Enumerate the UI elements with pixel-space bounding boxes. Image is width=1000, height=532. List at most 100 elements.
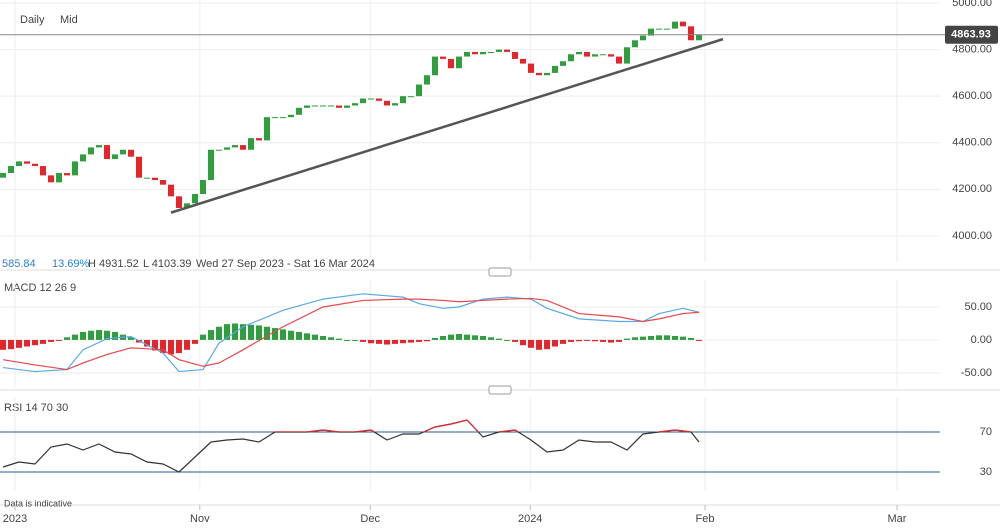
candle xyxy=(296,107,302,115)
histogram-bar xyxy=(344,339,350,341)
histogram-bar xyxy=(184,339,190,350)
x-tick-label: Dec xyxy=(360,513,380,525)
candle xyxy=(416,84,422,97)
candle xyxy=(40,166,46,176)
candle xyxy=(648,28,654,36)
rsi-title[interactable]: RSI 14 70 30 xyxy=(4,402,68,414)
x-tick-label: 2023 xyxy=(3,513,27,525)
candle xyxy=(376,98,382,101)
pane-handle[interactable] xyxy=(488,267,512,277)
histogram-bar xyxy=(528,339,534,348)
histogram-bar xyxy=(584,339,590,341)
histogram-bar xyxy=(576,339,582,342)
histogram-bar xyxy=(144,339,150,347)
candle xyxy=(512,51,518,59)
candle xyxy=(448,58,454,69)
macd-line xyxy=(2,293,700,373)
histogram-bar xyxy=(256,325,262,340)
candle xyxy=(232,145,238,148)
candle xyxy=(256,138,262,141)
candle xyxy=(480,51,486,55)
x-tick-label: Mar xyxy=(888,513,907,525)
y-tick-label: 4400.00 xyxy=(952,137,992,149)
candle xyxy=(168,184,174,197)
high: H 4931.52 xyxy=(88,258,139,270)
candle xyxy=(224,147,230,150)
candle xyxy=(248,138,254,150)
pane-handle[interactable] xyxy=(488,385,512,395)
y-tick-label: -50.00 xyxy=(961,367,992,379)
histogram-bar xyxy=(200,334,206,340)
histogram-bar xyxy=(696,339,702,341)
histogram-bar xyxy=(168,339,174,355)
histogram-bar xyxy=(16,339,22,348)
y-tick-label: 5000.00 xyxy=(952,0,992,9)
candle xyxy=(240,145,246,150)
last-price-box xyxy=(945,25,998,44)
change: 585.84 xyxy=(2,258,36,270)
histogram-bar xyxy=(216,326,222,340)
histogram-bar xyxy=(480,335,486,340)
interval[interactable]: Daily xyxy=(20,14,45,26)
candle xyxy=(408,96,414,98)
histogram-bar xyxy=(128,337,134,340)
candle xyxy=(16,161,22,167)
histogram-bar xyxy=(24,339,30,347)
candle xyxy=(528,63,534,73)
candle xyxy=(424,75,430,85)
histogram-bar xyxy=(80,332,86,340)
macd-title[interactable]: MACD 12 26 9 xyxy=(4,282,76,294)
histogram-bar xyxy=(272,328,278,340)
histogram-bar xyxy=(608,339,614,343)
histogram-bar xyxy=(464,334,470,340)
candle xyxy=(384,100,390,106)
histogram-bar xyxy=(32,339,38,346)
candle xyxy=(64,173,70,176)
candle xyxy=(304,105,310,108)
histogram-bar xyxy=(264,326,270,340)
histogram-bar xyxy=(304,333,310,340)
histogram-bar xyxy=(392,339,398,344)
histogram-bar xyxy=(640,336,646,340)
y-tick-label: 30 xyxy=(980,466,992,478)
candle xyxy=(544,72,550,76)
histogram-bar xyxy=(0,339,6,350)
trendline xyxy=(170,37,724,214)
candle xyxy=(128,149,134,157)
candle xyxy=(440,56,446,59)
histogram-bar xyxy=(440,335,446,340)
low: L 4103.39 xyxy=(143,258,192,270)
histogram-bar xyxy=(592,339,598,342)
candle xyxy=(88,147,94,155)
histogram-bar xyxy=(560,339,566,344)
candle xyxy=(32,163,38,167)
histogram-bar xyxy=(248,324,254,340)
histogram-bar xyxy=(96,330,102,340)
candle xyxy=(176,196,182,208)
candle xyxy=(136,156,142,178)
y-tick-label: 4000.00 xyxy=(952,230,992,242)
histogram-bar xyxy=(152,339,158,351)
histogram-bar xyxy=(48,339,54,342)
candle xyxy=(0,173,6,178)
date-range: Wed 27 Sep 2023 - Sat 16 Mar 2024 xyxy=(196,258,375,270)
histogram-bar xyxy=(408,339,414,343)
histogram-bar xyxy=(192,339,198,344)
histogram-bar xyxy=(520,339,526,346)
candle xyxy=(432,56,438,76)
histogram-bar xyxy=(568,339,574,342)
price-type[interactable]: Mid xyxy=(60,14,78,26)
histogram-bar xyxy=(512,339,518,342)
histogram-bar xyxy=(8,339,14,350)
candle xyxy=(496,49,502,52)
candle xyxy=(288,114,294,118)
candle xyxy=(104,145,110,160)
candle xyxy=(584,51,590,57)
candle xyxy=(344,105,350,108)
last-price-label: 4863.93 xyxy=(951,29,991,41)
histogram-bar xyxy=(312,334,318,340)
histogram-bar xyxy=(104,330,110,340)
histogram-bar xyxy=(424,339,430,342)
candle xyxy=(624,47,630,64)
candle xyxy=(216,149,222,151)
